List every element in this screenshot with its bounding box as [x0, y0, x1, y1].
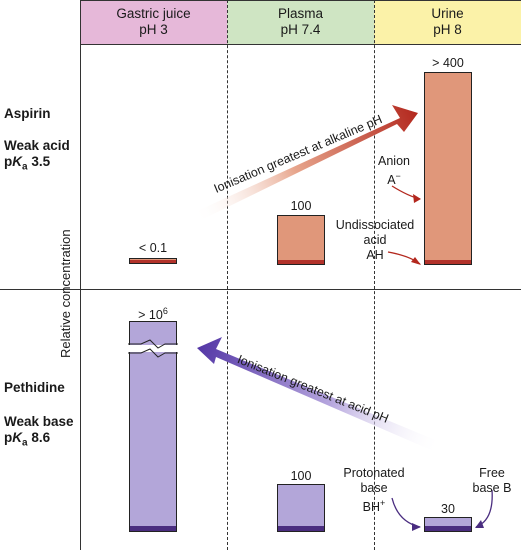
aspirin-label: Aspirin [4, 106, 51, 122]
aspirin-gastric-value: < 0.1 [138, 241, 168, 255]
header-plasma-name: Plasma [277, 6, 323, 21]
panel-divider [0, 289, 521, 290]
aspirin-plasma-bar [277, 215, 325, 265]
pethidine-gastric-value: > 106 [138, 306, 168, 323]
aspirin-plasma-value: 100 [290, 199, 312, 213]
header-gastric-name: Gastric juice [116, 6, 191, 21]
pethidine-type: Weak base [4, 414, 74, 429]
aspirin-urine-bar [424, 72, 472, 265]
pethidine-name: Pethidine [4, 380, 65, 395]
pethidine-urine-bar [424, 517, 472, 532]
header-urine-ph: pH 8 [433, 22, 462, 37]
header-gastric: Gastric juice pH 3 [80, 0, 227, 44]
undissociated-annotation: Undissociated acid AH [335, 218, 415, 262]
pethidine-pka: pKa 8.6 [4, 430, 51, 449]
aspirin-pka: pKa 3.5 [4, 154, 51, 173]
header-urine: Urine pH 8 [374, 0, 521, 44]
pethidine-type-label: Weak base pKa 8.6 [4, 414, 74, 452]
header-urine-name: Urine [431, 6, 464, 21]
divider-gastric-plasma [227, 0, 228, 550]
diagram-frame [80, 0, 521, 550]
pethidine-urine-value: 30 [441, 502, 455, 516]
acid-ionisation-arrow [195, 105, 418, 222]
aspirin-type-label: Weak acid pKa 3.5 [4, 138, 70, 176]
pethidine-plasma-bar [277, 484, 325, 532]
base-ionisation-arrow [197, 337, 440, 453]
protonated-base-annotation: Protonated base BH+ [343, 466, 405, 515]
header-gastric-ph: pH 3 [139, 22, 168, 37]
pethidine-gastric-bar [129, 321, 177, 532]
header-plasma-ph: pH 7.4 [280, 22, 321, 37]
aspirin-urine-value: > 400 [432, 56, 464, 70]
aspirin-type: Weak acid [4, 138, 70, 153]
anion-annotation: Anion A− [378, 154, 410, 188]
header-plasma: Plasma pH 7.4 [227, 0, 374, 44]
aspirin-gastric-bar [129, 258, 177, 264]
header-divider [80, 44, 521, 45]
aspirin-name: Aspirin [4, 106, 51, 121]
free-base-annotation: Free base B [472, 466, 512, 495]
pethidine-label: Pethidine [4, 380, 65, 396]
pethidine-plasma-value: 100 [290, 469, 312, 483]
divider-plasma-urine [374, 0, 375, 550]
